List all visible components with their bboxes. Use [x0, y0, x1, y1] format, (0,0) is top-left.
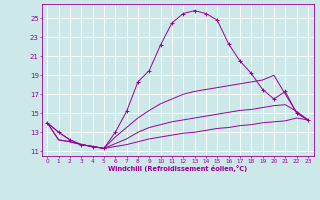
- X-axis label: Windchill (Refroidissement éolien,°C): Windchill (Refroidissement éolien,°C): [108, 165, 247, 172]
